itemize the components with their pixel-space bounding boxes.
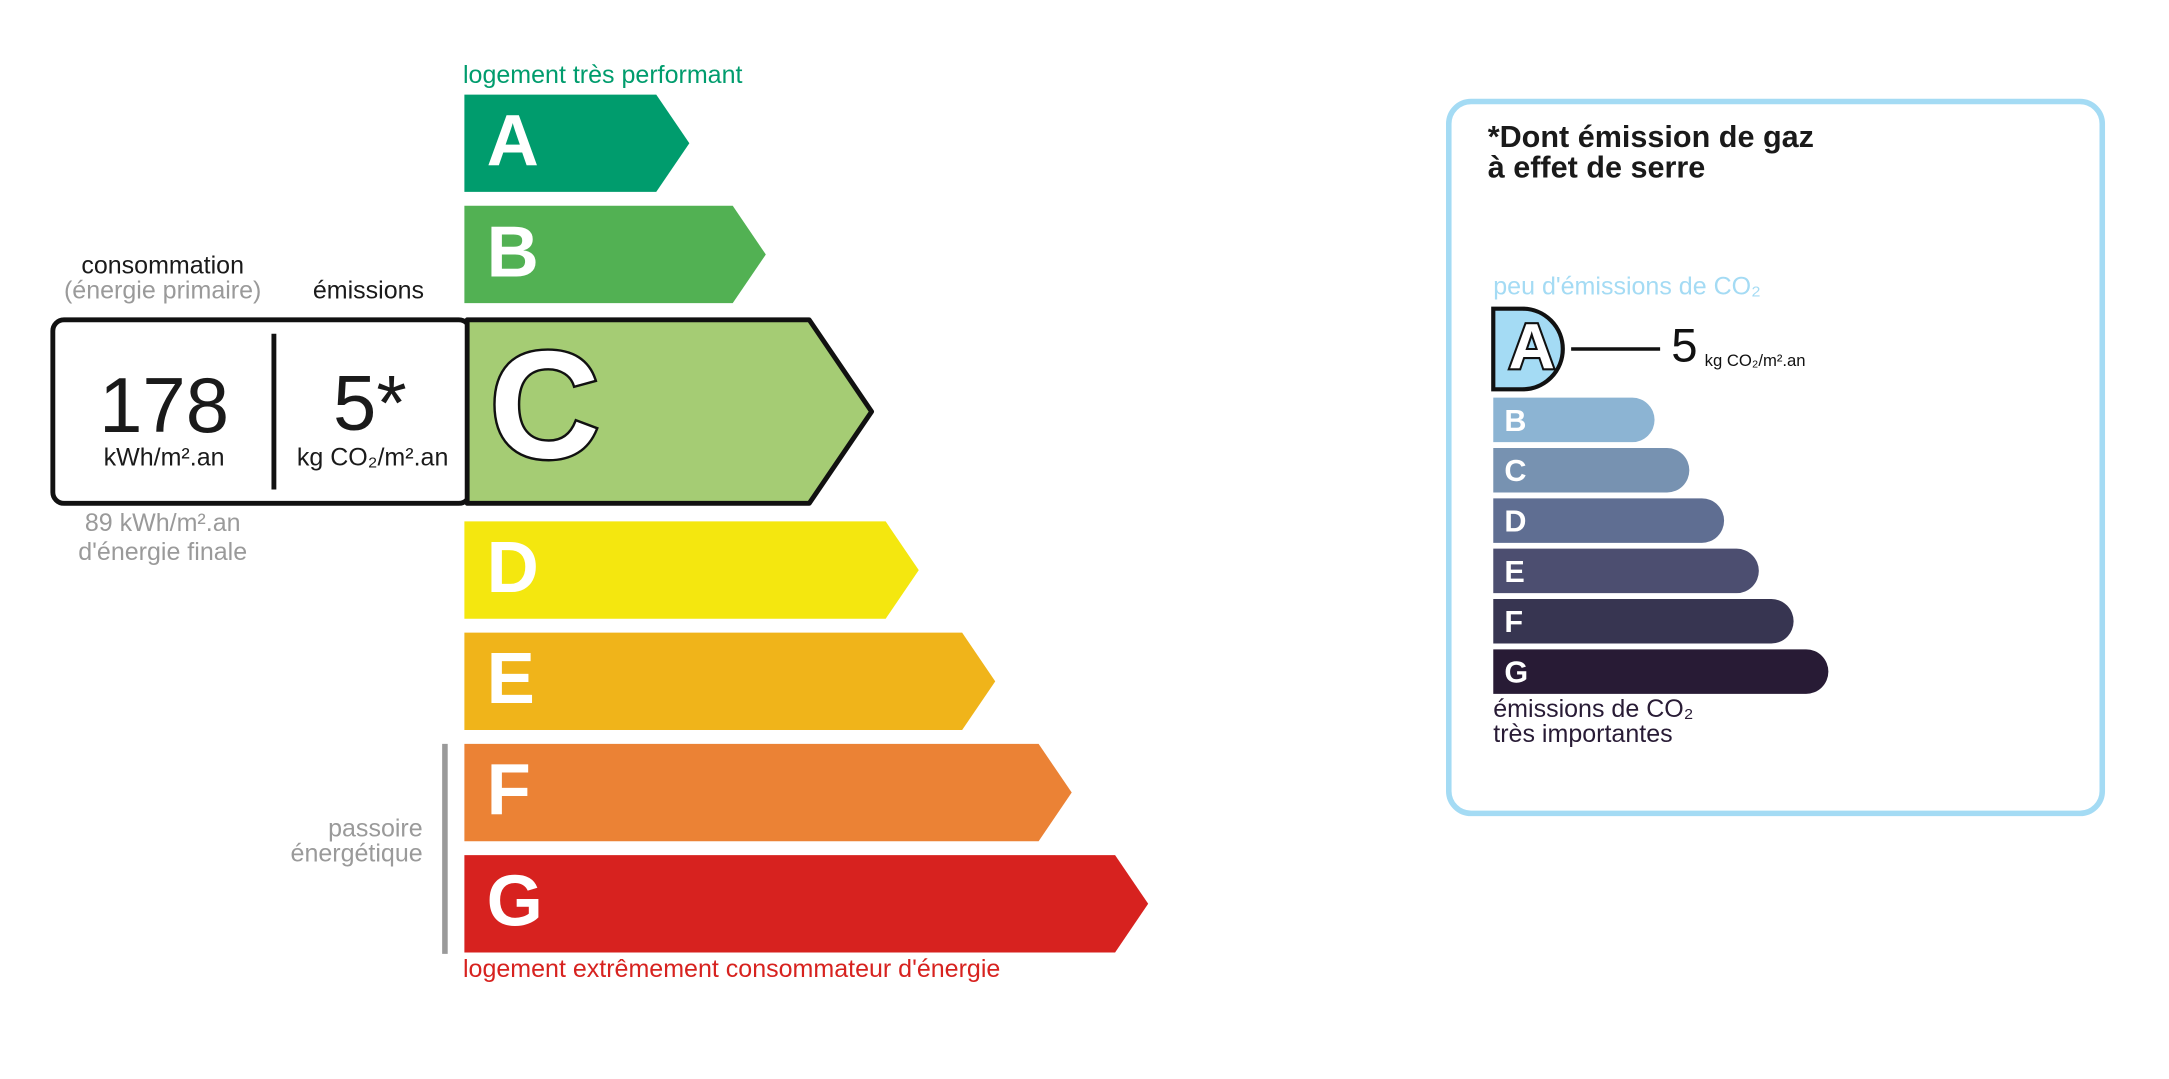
energy-class-letter: C <box>489 321 599 491</box>
ghg-class-letter: B <box>1504 404 1526 438</box>
energy-class-letter: F <box>487 750 531 830</box>
ghg-class-bar <box>1493 448 1690 493</box>
energy-class-bar <box>464 855 1149 953</box>
ghg-class-bar <box>1493 548 1759 594</box>
final-energy: d'énergie finale <box>78 538 247 566</box>
energy-class-bar <box>464 521 919 619</box>
ghg-class-letter: A <box>1509 311 1555 383</box>
ghg-class-bar <box>1493 599 1794 644</box>
energy-class-letter: A <box>487 101 539 181</box>
energy-class-bar <box>464 94 690 192</box>
emissions-value: 5* <box>333 360 407 446</box>
consumption-unit: kWh/m².an <box>104 443 225 471</box>
energy-class-bar <box>464 743 1072 842</box>
ghg-class-bar <box>1491 306 1565 392</box>
ghg-class-bar <box>1493 649 1829 694</box>
energy-class-bar <box>464 317 875 506</box>
consumption-value: 178 <box>99 363 229 449</box>
consumption-title: consommation <box>81 252 244 280</box>
ghg-class-bar <box>1493 397 1655 443</box>
ghg-class-letter: C <box>1504 454 1526 488</box>
ghg-bottom-label: très importantes <box>1493 720 1672 748</box>
ghg-class-bar <box>1493 498 1725 543</box>
energy-class-letter: D <box>487 528 539 608</box>
passoire-label: passoire <box>328 815 423 843</box>
energy-class-bar <box>464 632 996 730</box>
ghg-class-letter: F <box>1504 605 1523 639</box>
ghg-class-letter: D <box>1504 504 1526 538</box>
energy-class-letter: B <box>487 212 539 292</box>
ghg-bottom-label: émissions de CO₂ <box>1493 695 1693 723</box>
passoire-label: énergétique <box>291 840 423 868</box>
top-label: logement très performant <box>463 61 743 89</box>
emissions-unit: kg CO₂/m².an <box>297 443 449 471</box>
ghg-top-label: peu d'émissions de CO₂ <box>1493 272 1761 300</box>
energy-class-letter: G <box>487 862 543 942</box>
energy-class-bar <box>464 205 766 304</box>
ghg-label: *Dont émission de gaz à effet de serre p… <box>1446 98 2106 817</box>
ghg-unit: kg CO₂/m².an <box>1705 351 1806 370</box>
ghg-value: 5 <box>1671 320 1697 373</box>
ghg-title: *Dont émission de gaz <box>1488 120 1814 154</box>
ghg-title: à effet de serre <box>1488 151 1706 185</box>
energy-class-letter: E <box>487 639 535 719</box>
ghg-class-letter: E <box>1504 555 1524 589</box>
final-energy: 89 kWh/m².an <box>85 509 241 537</box>
consumption-subtitle: (énergie primaire) <box>64 277 261 305</box>
emissions-title: émissions <box>313 277 424 305</box>
ghg-class-letter: G <box>1504 655 1528 689</box>
bottom-label: logement extrêmement consommateur d'éner… <box>463 955 1000 983</box>
energy-label: logement très performant logement extrêm… <box>50 61 1149 983</box>
